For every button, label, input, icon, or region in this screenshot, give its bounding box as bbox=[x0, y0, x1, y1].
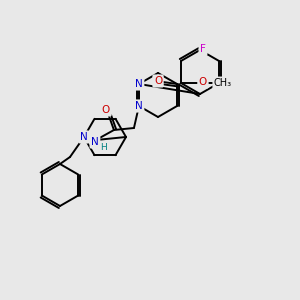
Text: O: O bbox=[154, 76, 162, 86]
Text: F: F bbox=[200, 44, 206, 54]
Text: N: N bbox=[135, 101, 143, 111]
Text: O: O bbox=[102, 105, 110, 115]
Text: N: N bbox=[80, 132, 88, 142]
Text: O: O bbox=[199, 77, 207, 87]
Text: CH₃: CH₃ bbox=[214, 78, 232, 88]
Text: N: N bbox=[135, 79, 143, 89]
Text: N: N bbox=[91, 137, 99, 147]
Text: H: H bbox=[100, 142, 107, 152]
